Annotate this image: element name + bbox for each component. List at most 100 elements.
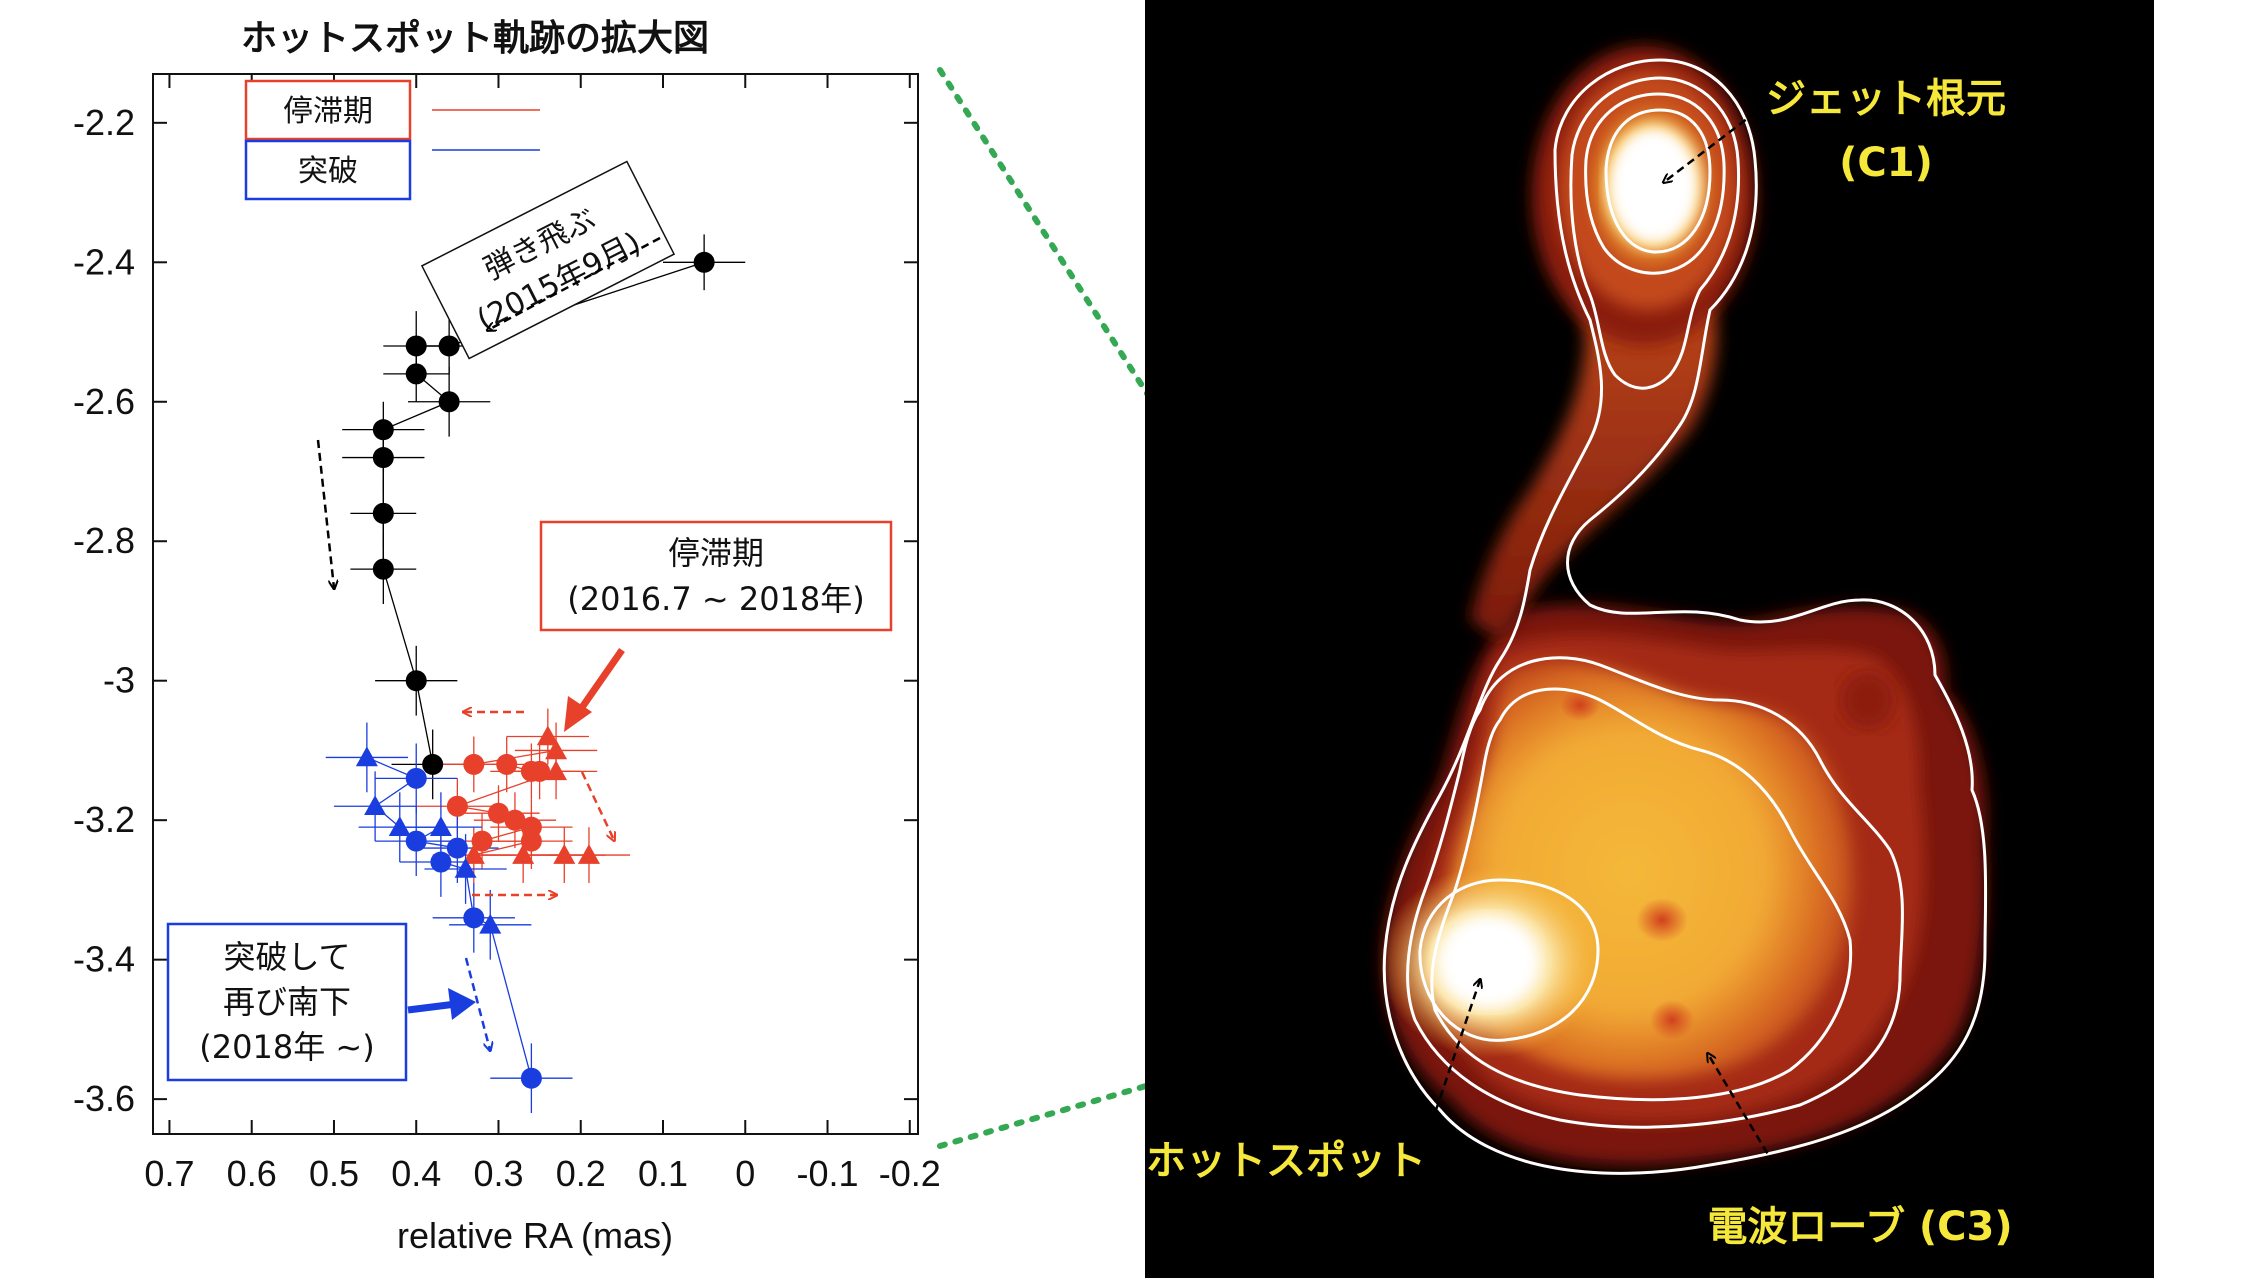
annotation-breakthrough-box xyxy=(166,922,408,1082)
contour-4 xyxy=(1604,108,1712,254)
annotation-breakthrough-line3: (2018年 ~) xyxy=(199,1028,374,1066)
annotation-breakthrough-line2: 再び南下 xyxy=(223,983,351,1021)
x-tick-label: 0.5 xyxy=(309,1153,359,1194)
arrow-stagnation xyxy=(573,647,625,719)
data-point-circle xyxy=(496,753,518,775)
contour-2 xyxy=(1569,76,1741,390)
trajectory-line xyxy=(382,261,705,765)
data-point-circle xyxy=(372,502,394,524)
data-point-circle xyxy=(529,760,551,782)
annotation-breakthrough-line1: 突破して xyxy=(223,938,350,976)
data-point-triangle xyxy=(512,844,535,864)
annotation-jump-box xyxy=(420,160,676,360)
emission-map xyxy=(1380,46,1987,1166)
x-tick-label: 0.7 xyxy=(144,1153,194,1194)
x-tick-label: -0.1 xyxy=(796,1153,858,1194)
arrow-stagnation-head xyxy=(564,696,592,732)
data-point-circle xyxy=(372,419,394,441)
label-jet-base-id: (C1) xyxy=(1839,140,1933,186)
data-point-circle xyxy=(405,767,427,789)
arrow-lobe xyxy=(1708,1054,1796,1199)
x-tick-label: 0.1 xyxy=(638,1153,688,1194)
data-point-circle xyxy=(438,391,460,413)
data-point-triangle xyxy=(553,844,576,864)
y-tick-label: -3.2 xyxy=(73,799,135,840)
y-tick-label: -2.8 xyxy=(73,520,135,561)
x-tick-label: 0 xyxy=(735,1153,755,1194)
contours xyxy=(1382,58,1988,1175)
data-point-triangle xyxy=(545,739,568,760)
contour-lobe-1 xyxy=(1406,656,1904,1129)
y-tick-label: -3 xyxy=(103,660,135,701)
data-point-circle xyxy=(372,447,394,469)
legend: 停滞期 突破 xyxy=(244,79,540,201)
plot-frame xyxy=(152,73,919,1135)
data-point-triangle xyxy=(536,725,559,746)
x-tick-label: 0.4 xyxy=(391,1153,441,1194)
arrow-breakthrough xyxy=(407,1000,457,1014)
data-point-circle xyxy=(405,363,427,385)
data-point-circle xyxy=(430,851,452,873)
label-jet-base: ジェット根元 xyxy=(1766,76,2006,122)
arrow-descent xyxy=(316,439,334,588)
x-tick-label: 0.2 xyxy=(556,1153,606,1194)
data-point-circle xyxy=(487,802,509,824)
data-point-circle xyxy=(520,1067,542,1089)
arrow-red-down xyxy=(580,771,614,840)
data-point-circle xyxy=(405,830,427,852)
y-tick-label: -2.6 xyxy=(73,381,135,422)
data-point-circle xyxy=(463,753,485,775)
arrow-blue-down xyxy=(464,957,490,1050)
legend-box-breakthrough xyxy=(244,139,412,201)
data-point-circle xyxy=(405,670,427,692)
data-point-triangle xyxy=(462,844,485,864)
legend-label-stagnation: 停滞期 xyxy=(283,94,373,129)
data-point-circle xyxy=(405,335,427,357)
data-point-triangle xyxy=(454,858,477,878)
contour-3 xyxy=(1584,92,1726,275)
label-hotspot: ホットスポット xyxy=(1146,1138,1426,1184)
data-point-circle xyxy=(463,907,485,929)
annotation-jump: 弾き飛ぶ (2015年9月) xyxy=(420,160,676,360)
x-tick-label: 0.3 xyxy=(473,1153,523,1194)
data-point-circle xyxy=(693,251,715,273)
x-axis-label: relative RA (mas) xyxy=(397,1215,673,1256)
y-tick-label: -3.4 xyxy=(73,939,135,980)
x-tick-label: 0.6 xyxy=(227,1153,277,1194)
data-point-circle xyxy=(446,795,468,817)
legend-box-stagnation xyxy=(244,79,412,141)
data-point-triangle xyxy=(388,816,411,836)
y-tick-label: -2.2 xyxy=(73,102,135,143)
label-lobe: 電波ローブ (C3) xyxy=(1707,1204,2012,1250)
arrow-jet-base xyxy=(1664,111,1757,182)
data-point-circle xyxy=(446,837,468,859)
annotation-stagnation: 停滞期 (2016.7 ~ 2018年) xyxy=(539,520,893,632)
data-point-circle xyxy=(422,753,444,775)
annotation-stagnation-line1: 停滞期 xyxy=(668,534,764,572)
annotation-breakthrough: 突破して 再び南下 (2018年 ~) xyxy=(166,922,408,1082)
data-markers xyxy=(355,251,715,1089)
data-point-circle xyxy=(372,558,394,580)
y-tick-label: -3.6 xyxy=(73,1078,135,1119)
data-point-triangle xyxy=(355,746,378,767)
y-tick-label: -2.4 xyxy=(73,241,135,282)
contour-lobe-2 xyxy=(1430,687,1853,1102)
data-point-triangle xyxy=(577,844,600,864)
axes: 0.7 0.6 0.5 0.4 0.3 0.2 0.1 0 -0.1 -0.2 -2.2 -2.4 -2… xyxy=(73,73,941,1194)
contour-outer xyxy=(1382,58,1988,1175)
data-point-triangle xyxy=(479,913,502,934)
legend-label-breakthrough: 突破 xyxy=(298,154,358,189)
data-point-circle xyxy=(520,830,542,852)
data-point-circle xyxy=(438,335,460,357)
annotation-stagnation-box xyxy=(539,520,893,632)
data-point-circle xyxy=(471,830,493,852)
arrow-hotspot xyxy=(1434,980,1480,1111)
chart-title: ホットスポット軌跡の拡大図 xyxy=(241,17,709,59)
data-point-circle xyxy=(504,809,526,831)
data-point-triangle xyxy=(429,816,452,836)
radio-image: ジェット根元 (C1) ホットスポット 電波ローブ (C3) xyxy=(1145,0,2154,1278)
trajectory-lines xyxy=(366,261,705,1079)
arrow-breakthrough-head xyxy=(448,988,476,1020)
data-point-triangle xyxy=(545,760,568,781)
